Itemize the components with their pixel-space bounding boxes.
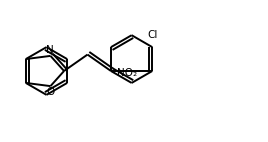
Text: O: O	[46, 87, 54, 97]
Text: NO₂: NO₂	[117, 68, 137, 78]
Text: Cl: Cl	[147, 30, 158, 40]
Text: N: N	[46, 45, 54, 55]
